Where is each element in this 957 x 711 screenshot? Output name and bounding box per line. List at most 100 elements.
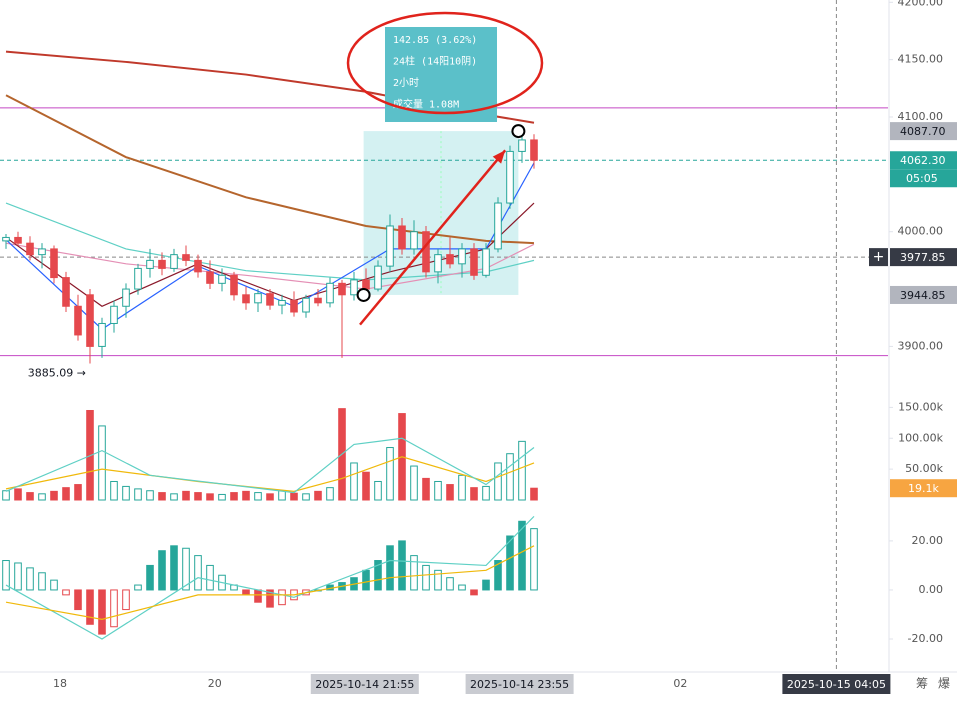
time-label: 2025-10-14 23:55 bbox=[470, 678, 569, 691]
volume-bar bbox=[146, 490, 154, 501]
candle-body bbox=[218, 274, 226, 284]
candle-body bbox=[386, 225, 394, 267]
volume-bar bbox=[98, 425, 106, 501]
volume-bar bbox=[74, 484, 82, 501]
volume-bar bbox=[2, 490, 10, 501]
candle-body bbox=[398, 225, 406, 250]
price-tag bbox=[890, 248, 957, 267]
volume-bar bbox=[50, 490, 58, 501]
volume-bar bbox=[458, 474, 466, 501]
low-label: 3885.09 → bbox=[28, 367, 86, 380]
y-tick-label: 4000.00 bbox=[898, 225, 944, 238]
macd-bar bbox=[146, 564, 154, 591]
macd-bar bbox=[62, 589, 70, 596]
volume-bar bbox=[362, 471, 370, 501]
volume-average bbox=[5, 437, 535, 494]
volume-bar bbox=[350, 462, 358, 501]
candle-body bbox=[470, 248, 478, 276]
macd-bar bbox=[518, 520, 526, 591]
candle-body bbox=[374, 265, 382, 290]
macd-bar bbox=[242, 589, 250, 596]
candle-body bbox=[278, 300, 286, 306]
volume-bar bbox=[14, 488, 22, 501]
macd-bar bbox=[14, 562, 22, 591]
macd-bar bbox=[374, 560, 382, 591]
volume-bar bbox=[158, 492, 166, 501]
candle-body bbox=[254, 293, 262, 304]
countdown: 05:05 bbox=[906, 172, 938, 185]
volume-bar bbox=[38, 493, 46, 501]
price-tag-label: 4087.70 bbox=[900, 125, 946, 138]
macd-bar bbox=[410, 555, 418, 591]
tooltip-line: 24柱 (14阳10阴) bbox=[393, 55, 477, 68]
macd-bar bbox=[182, 547, 190, 591]
volume-tag-label: 19.1k bbox=[908, 482, 939, 495]
candle-body bbox=[182, 254, 190, 261]
corner-button[interactable]: 爆 bbox=[938, 677, 950, 691]
y-tick-label: 0.00 bbox=[919, 583, 944, 596]
x-tick-label: 20 bbox=[208, 677, 222, 690]
candle-body bbox=[362, 279, 370, 290]
time-label-bg bbox=[465, 674, 574, 694]
candle-body bbox=[494, 202, 502, 250]
macd-bar bbox=[158, 550, 166, 591]
volume-bar bbox=[530, 487, 538, 501]
candle-body bbox=[314, 297, 322, 304]
volume-bar bbox=[194, 492, 202, 501]
volume-bar bbox=[326, 487, 334, 501]
candle-body bbox=[434, 254, 442, 273]
moving-average bbox=[5, 202, 535, 281]
macd-bar bbox=[422, 564, 430, 591]
volume-bar bbox=[290, 492, 298, 501]
candle-body bbox=[122, 288, 130, 307]
price-tag bbox=[890, 151, 957, 170]
volume-bar bbox=[182, 490, 190, 501]
macd-bar bbox=[86, 589, 94, 625]
highlight-ellipse bbox=[346, 11, 544, 115]
macd-bar bbox=[98, 589, 106, 635]
candle-body bbox=[230, 274, 238, 296]
macd-bar bbox=[2, 560, 10, 591]
macd-bar bbox=[122, 589, 130, 611]
macd-bar bbox=[278, 589, 286, 606]
price-tag-label: 3977.85 bbox=[900, 251, 946, 264]
volume-bar bbox=[422, 477, 430, 501]
volume-bar bbox=[278, 490, 286, 501]
macd-bar bbox=[506, 535, 514, 591]
y-tick-label: -20.00 bbox=[908, 632, 943, 645]
x-tick-label: 18 bbox=[53, 677, 67, 690]
macd-bar bbox=[170, 545, 178, 591]
macd-bar bbox=[398, 540, 406, 591]
candle-body bbox=[62, 277, 70, 307]
macd-bar bbox=[206, 564, 214, 591]
candle-body bbox=[38, 248, 46, 256]
candle-body bbox=[110, 305, 118, 324]
time-label: 2025-10-14 21:55 bbox=[315, 678, 414, 691]
volume-bar bbox=[242, 490, 250, 501]
corner-button[interactable]: 筹 bbox=[916, 677, 928, 691]
volume-bar bbox=[518, 440, 526, 501]
price-tag bbox=[890, 122, 957, 141]
y-tick-label: 150.00k bbox=[898, 400, 943, 413]
candle-body bbox=[482, 248, 490, 276]
tooltip-line: 成交量 1.08M bbox=[393, 98, 459, 111]
volume-tag bbox=[890, 479, 957, 498]
y-tick-label: 4100.00 bbox=[898, 110, 944, 123]
volume-bar bbox=[254, 492, 262, 501]
time-label-bg bbox=[782, 674, 891, 694]
macd-bar bbox=[26, 567, 34, 591]
candle-body bbox=[74, 305, 82, 336]
candle-body bbox=[266, 293, 274, 306]
countdown-bg bbox=[890, 169, 957, 188]
measure-tooltip bbox=[385, 27, 497, 122]
volume-bar bbox=[494, 462, 502, 501]
macd-bar bbox=[266, 589, 274, 608]
macd-bar bbox=[110, 589, 118, 628]
candle-body bbox=[158, 259, 166, 269]
price-tag bbox=[890, 285, 957, 304]
volume-bar bbox=[266, 493, 274, 501]
candle-body bbox=[206, 271, 214, 284]
volume-bar bbox=[470, 487, 478, 501]
volume-bar bbox=[410, 465, 418, 501]
